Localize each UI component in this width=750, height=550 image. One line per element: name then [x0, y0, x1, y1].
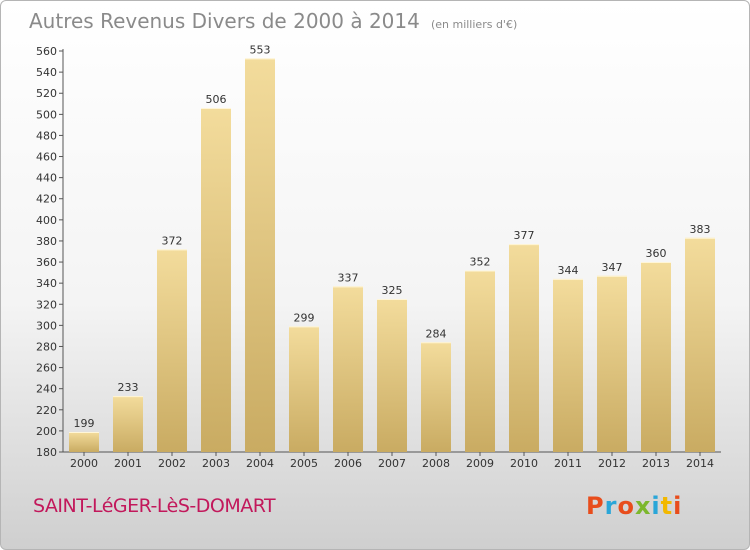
y-tick-label: 200: [36, 425, 57, 438]
value-label-2012: 347: [602, 261, 623, 274]
value-label-2013: 360: [646, 247, 667, 260]
y-tick-label: 360: [36, 256, 57, 269]
y-tick-label: 240: [36, 383, 57, 396]
axis-layer: 180 200 220 240 260 280 300 320 340 360 380 400 420 4…: [36, 45, 721, 470]
x-tick-label-2004: 2004: [246, 457, 274, 470]
logo-letter: x: [634, 492, 652, 520]
y-tick-label: 220: [36, 404, 57, 417]
y-tick-label: 260: [36, 362, 57, 375]
bar-2011: [553, 278, 583, 452]
y-tick-label: 560: [36, 45, 57, 58]
chart-title-main: Autres Revenus Divers de 2000 à 2014: [29, 9, 420, 33]
x-tick-label-2000: 2000: [70, 457, 98, 470]
value-label-2006: 337: [338, 271, 359, 284]
bar-2013: [641, 262, 671, 452]
bar-2002: [157, 249, 187, 452]
logo-letter: t: [660, 492, 674, 520]
bar-2014: [685, 237, 715, 452]
x-tick-label-2011: 2011: [554, 457, 582, 470]
x-tick-label-2013: 2013: [642, 457, 670, 470]
y-tick-label: 460: [36, 151, 57, 164]
value-label-2004: 553: [250, 43, 271, 56]
y-tick-label: 420: [36, 193, 57, 206]
value-label-2007: 325: [382, 284, 403, 297]
labels-layer: 199 233 372 506 553 299 337 325 284 352 377 344 347 3…: [74, 43, 711, 430]
y-tick-label: 480: [36, 129, 57, 142]
logo-letter: P: [586, 492, 605, 520]
bar-2000: [69, 431, 99, 452]
y-tick-label: 380: [36, 235, 57, 248]
value-label-2003: 506: [206, 93, 227, 106]
bar-2006: [333, 286, 363, 452]
x-tick-label-2003: 2003: [202, 457, 230, 470]
bar-2012: [597, 275, 627, 452]
logo-letter: i: [673, 492, 683, 520]
bar-2003: [201, 107, 231, 453]
town-name: SAINT-LéGER-LèS-DOMART: [33, 495, 276, 517]
bar-2001: [113, 396, 143, 452]
bar-2007: [377, 298, 407, 452]
y-tick-label: 500: [36, 108, 57, 121]
x-tick-label-2014: 2014: [686, 457, 714, 470]
y-tick-label: 300: [36, 319, 57, 332]
bar-2008: [421, 342, 451, 452]
x-tick-label-2006: 2006: [334, 457, 362, 470]
y-tick-label: 180: [36, 446, 57, 459]
value-label-2005: 299: [294, 311, 315, 324]
proxiti-logo: Proxiti: [586, 492, 682, 520]
bar-2005: [289, 326, 319, 452]
x-tick-label-2010: 2010: [510, 457, 538, 470]
value-label-2014: 383: [690, 223, 711, 236]
value-label-2011: 344: [558, 264, 579, 277]
y-tick-label: 340: [36, 277, 57, 290]
chart-subtitle: (en milliers d'€): [430, 18, 518, 31]
x-tick-label-2005: 2005: [290, 457, 318, 470]
value-label-2010: 377: [514, 229, 535, 242]
value-label-2008: 284: [426, 327, 447, 340]
bar-2009: [465, 270, 495, 452]
value-label-2009: 352: [470, 255, 491, 268]
y-tick-label: 320: [36, 298, 57, 311]
x-tick-label-2001: 2001: [114, 457, 142, 470]
y-tick-label: 520: [36, 87, 57, 100]
value-label-2002: 372: [162, 234, 183, 247]
x-tick-label-2012: 2012: [598, 457, 626, 470]
y-tick-label: 540: [36, 66, 57, 79]
chart-title: Autres Revenus Divers de 2000 à 2014 (en…: [29, 9, 517, 33]
logo-letter: r: [604, 492, 618, 520]
bar-2010: [509, 244, 539, 452]
bars-layer: [69, 58, 715, 453]
value-label-2001: 233: [118, 381, 139, 394]
x-tick-label-2002: 2002: [158, 457, 186, 470]
y-tick-label: 440: [36, 172, 57, 185]
logo-letter: i: [651, 492, 661, 520]
x-tick-label-2009: 2009: [466, 457, 494, 470]
logo-letter: o: [617, 492, 635, 520]
y-tick-label: 280: [36, 340, 57, 353]
y-tick-label: 400: [36, 214, 57, 227]
bar-2004: [245, 58, 275, 452]
value-label-2000: 199: [74, 417, 95, 430]
x-tick-label-2008: 2008: [422, 457, 450, 470]
x-tick-label-2007: 2007: [378, 457, 406, 470]
